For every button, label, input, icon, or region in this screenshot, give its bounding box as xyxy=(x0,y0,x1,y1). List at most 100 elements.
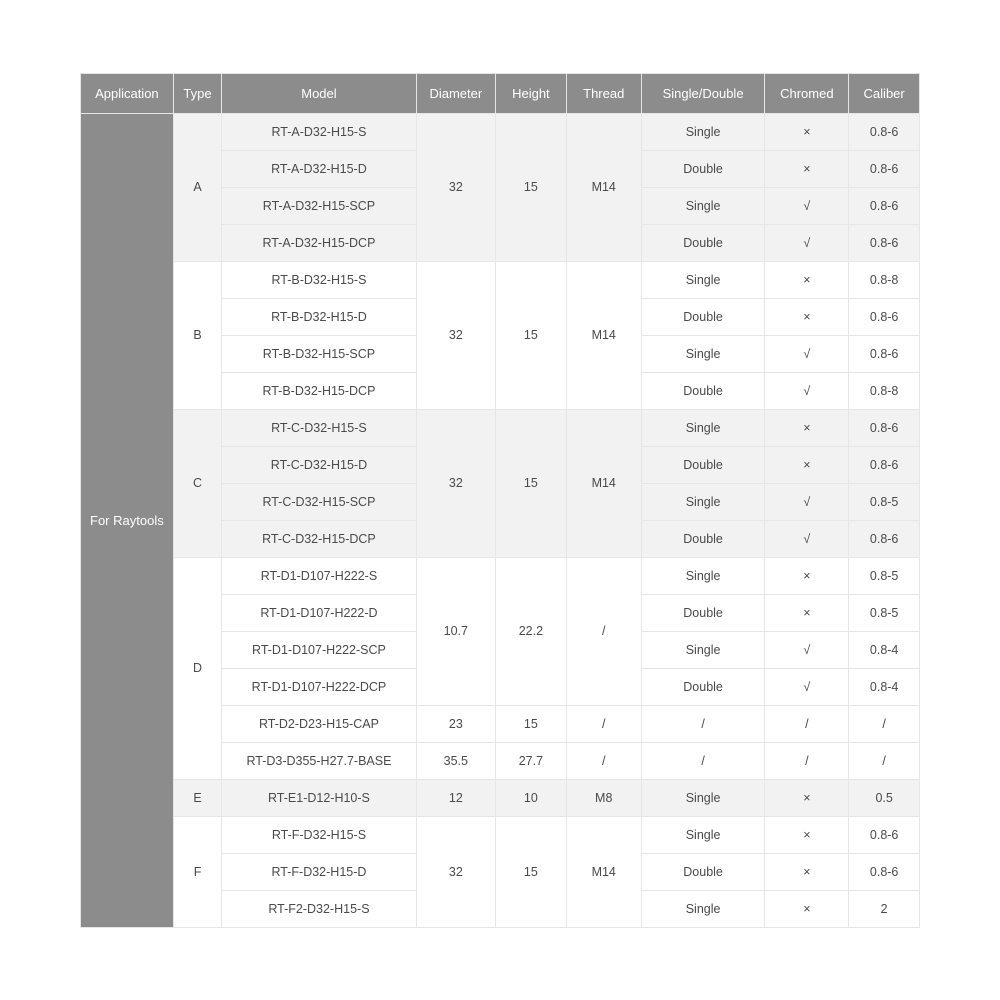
single-double-cell: Single xyxy=(641,890,765,927)
caliber-cell: / xyxy=(849,742,920,779)
caliber-cell: 0.8-4 xyxy=(849,631,920,668)
diameter-cell: 10.7 xyxy=(416,557,495,705)
chromed-cell: × xyxy=(765,150,849,187)
type-cell: B xyxy=(173,261,222,409)
model-cell: RT-D1-D107-H222-S xyxy=(222,557,416,594)
model-cell: RT-C-D32-H15-SCP xyxy=(222,483,416,520)
single-double-cell: Double xyxy=(641,446,765,483)
table-row: CRT-C-D32-H15-S3215M14Single×0.8-6 xyxy=(81,409,920,446)
col-diameter: Diameter xyxy=(416,73,495,113)
single-double-cell: Single xyxy=(641,261,765,298)
chromed-cell: √ xyxy=(765,631,849,668)
chromed-cell: × xyxy=(765,779,849,816)
model-cell: RT-F-D32-H15-D xyxy=(222,853,416,890)
model-cell: RT-C-D32-H15-S xyxy=(222,409,416,446)
model-cell: RT-E1-D12-H10-S xyxy=(222,779,416,816)
col-application: Application xyxy=(81,73,174,113)
chromed-cell: √ xyxy=(765,187,849,224)
single-double-cell: Double xyxy=(641,150,765,187)
caliber-cell: 0.8-6 xyxy=(849,853,920,890)
chromed-cell: × xyxy=(765,298,849,335)
chromed-cell: √ xyxy=(765,668,849,705)
model-cell: RT-C-D32-H15-D xyxy=(222,446,416,483)
chromed-cell: × xyxy=(765,890,849,927)
model-cell: RT-F-D32-H15-S xyxy=(222,816,416,853)
model-cell: RT-D1-D107-H222-SCP xyxy=(222,631,416,668)
chromed-cell: × xyxy=(765,557,849,594)
caliber-cell: 0.8-6 xyxy=(849,298,920,335)
height-cell: 15 xyxy=(496,816,567,927)
single-double-cell: Single xyxy=(641,816,765,853)
model-cell: RT-A-D32-H15-D xyxy=(222,150,416,187)
chromed-cell: √ xyxy=(765,335,849,372)
height-cell: 15 xyxy=(496,261,567,409)
chromed-cell: / xyxy=(765,742,849,779)
chromed-cell: × xyxy=(765,261,849,298)
caliber-cell: 0.8-4 xyxy=(849,668,920,705)
col-height: Height xyxy=(496,73,567,113)
model-cell: RT-B-D32-H15-S xyxy=(222,261,416,298)
thread-cell: M14 xyxy=(566,816,641,927)
height-cell: 15 xyxy=(496,705,567,742)
single-double-cell: Double xyxy=(641,853,765,890)
chromed-cell: √ xyxy=(765,372,849,409)
height-cell: 27.7 xyxy=(496,742,567,779)
model-cell: RT-D2-D23-H15-CAP xyxy=(222,705,416,742)
single-double-cell: / xyxy=(641,705,765,742)
single-double-cell: Double xyxy=(641,224,765,261)
model-cell: RT-D3-D355-H27.7-BASE xyxy=(222,742,416,779)
single-double-cell: Single xyxy=(641,557,765,594)
caliber-cell: 0.5 xyxy=(849,779,920,816)
caliber-cell: 0.8-6 xyxy=(849,113,920,150)
spec-table: Application Type Model Diameter Height T… xyxy=(80,73,920,928)
single-double-cell: Double xyxy=(641,372,765,409)
model-cell: RT-A-D32-H15-SCP xyxy=(222,187,416,224)
table-row: ERT-E1-D12-H10-S1210M8Single×0.5 xyxy=(81,779,920,816)
single-double-cell: Single xyxy=(641,631,765,668)
single-double-cell: Double xyxy=(641,520,765,557)
diameter-cell: 32 xyxy=(416,113,495,261)
caliber-cell: 0.8-6 xyxy=(849,520,920,557)
caliber-cell: 0.8-6 xyxy=(849,446,920,483)
table-row: BRT-B-D32-H15-S3215M14Single×0.8-8 xyxy=(81,261,920,298)
model-cell: RT-B-D32-H15-SCP xyxy=(222,335,416,372)
model-cell: RT-B-D32-H15-DCP xyxy=(222,372,416,409)
chromed-cell: √ xyxy=(765,520,849,557)
table-row: FRT-F-D32-H15-S3215M14Single×0.8-6 xyxy=(81,816,920,853)
diameter-cell: 35.5 xyxy=(416,742,495,779)
single-double-cell: Double xyxy=(641,668,765,705)
model-cell: RT-A-D32-H15-DCP xyxy=(222,224,416,261)
height-cell: 10 xyxy=(496,779,567,816)
diameter-cell: 32 xyxy=(416,409,495,557)
diameter-cell: 32 xyxy=(416,261,495,409)
single-double-cell: / xyxy=(641,742,765,779)
caliber-cell: / xyxy=(849,705,920,742)
model-cell: RT-B-D32-H15-D xyxy=(222,298,416,335)
thread-cell: / xyxy=(566,742,641,779)
caliber-cell: 0.8-8 xyxy=(849,372,920,409)
chromed-cell: × xyxy=(765,816,849,853)
model-cell: RT-F2-D32-H15-S xyxy=(222,890,416,927)
caliber-cell: 0.8-5 xyxy=(849,483,920,520)
caliber-cell: 0.8-6 xyxy=(849,816,920,853)
table-row: For RaytoolsART-A-D32-H15-S3215M14Single… xyxy=(81,113,920,150)
caliber-cell: 0.8-6 xyxy=(849,224,920,261)
chromed-cell: × xyxy=(765,409,849,446)
type-cell: C xyxy=(173,409,222,557)
single-double-cell: Single xyxy=(641,409,765,446)
thread-cell: M14 xyxy=(566,113,641,261)
caliber-cell: 0.8-5 xyxy=(849,594,920,631)
type-cell: F xyxy=(173,816,222,927)
col-single-double: Single/Double xyxy=(641,73,765,113)
chromed-cell: × xyxy=(765,594,849,631)
caliber-cell: 0.8-6 xyxy=(849,150,920,187)
type-cell: D xyxy=(173,557,222,779)
col-caliber: Caliber xyxy=(849,73,920,113)
caliber-cell: 0.8-5 xyxy=(849,557,920,594)
chromed-cell: √ xyxy=(765,224,849,261)
chromed-cell: / xyxy=(765,705,849,742)
table-row: DRT-D1-D107-H222-S10.722.2/Single×0.8-5 xyxy=(81,557,920,594)
col-thread: Thread xyxy=(566,73,641,113)
table-header-row: Application Type Model Diameter Height T… xyxy=(81,73,920,113)
caliber-cell: 0.8-6 xyxy=(849,409,920,446)
